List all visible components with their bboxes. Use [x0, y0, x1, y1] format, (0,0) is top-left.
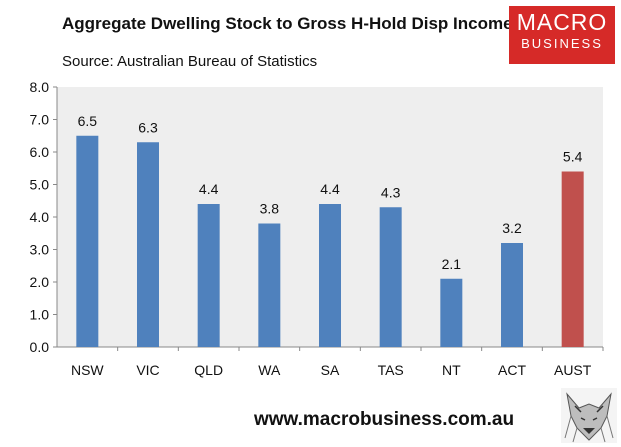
bar-chart: 0.0 1.0 2.0 3.0 4.0 5.0 6.0 7.0 8.0 6.5 NSW 6.3 VIC 4… [30, 79, 604, 378]
data-label-aust: 5.4 [563, 149, 583, 165]
bar-act [501, 243, 523, 347]
data-label-wa: 3.8 [260, 201, 280, 217]
y-tick-label: 0.0 [30, 339, 50, 355]
x-tick-label-act: ACT [498, 362, 526, 378]
x-tick-label-qld: QLD [194, 362, 223, 378]
macrobusiness-logo: MACRO BUSINESS [509, 6, 615, 64]
bar-wa [258, 223, 281, 347]
data-label-qld: 4.4 [199, 181, 219, 197]
data-label-nt: 2.1 [442, 256, 462, 272]
data-label-nsw: 6.5 [78, 113, 98, 129]
bar-tas [379, 207, 402, 347]
wolf-mascot-icon [561, 388, 617, 443]
logo-word-business: BUSINESS [521, 36, 603, 51]
bar-sa [319, 204, 341, 347]
x-tick-label-wa: WA [258, 362, 281, 378]
data-label-act: 3.2 [502, 220, 522, 236]
y-tick-label: 6.0 [30, 144, 50, 160]
data-label-tas: 4.3 [381, 184, 401, 200]
x-tick-label-vic: VIC [136, 362, 159, 378]
y-tick-label: 3.0 [30, 242, 50, 258]
x-tick-label-nsw: NSW [71, 362, 104, 378]
chart-title: Aggregate Dwelling Stock to Gross H-Hold… [62, 14, 513, 33]
x-tick-label-sa: SA [321, 362, 340, 378]
bar-vic [137, 142, 159, 347]
y-tick-label: 2.0 [30, 274, 50, 290]
data-label-vic: 6.3 [138, 119, 158, 135]
y-tick-label: 1.0 [30, 307, 50, 323]
y-tick-label: 5.0 [30, 177, 50, 193]
chart-source: Source: Australian Bureau of Statistics [62, 53, 318, 70]
data-label-sa: 4.4 [320, 181, 340, 197]
x-tick-label-tas: TAS [378, 362, 404, 378]
x-tick-label-nt: NT [442, 362, 461, 378]
bar-nt [440, 278, 463, 347]
bar-aust [561, 171, 584, 347]
footer-url: www.macrobusiness.com.au [254, 409, 515, 430]
y-tick-label: 4.0 [30, 209, 50, 225]
bar-nsw [76, 135, 99, 347]
x-tick-label-aust: AUST [554, 362, 592, 378]
bar-qld [197, 204, 220, 347]
y-tick-label: 8.0 [30, 79, 50, 95]
logo-word-macro: MACRO [516, 9, 608, 35]
y-tick-label: 7.0 [30, 112, 50, 128]
